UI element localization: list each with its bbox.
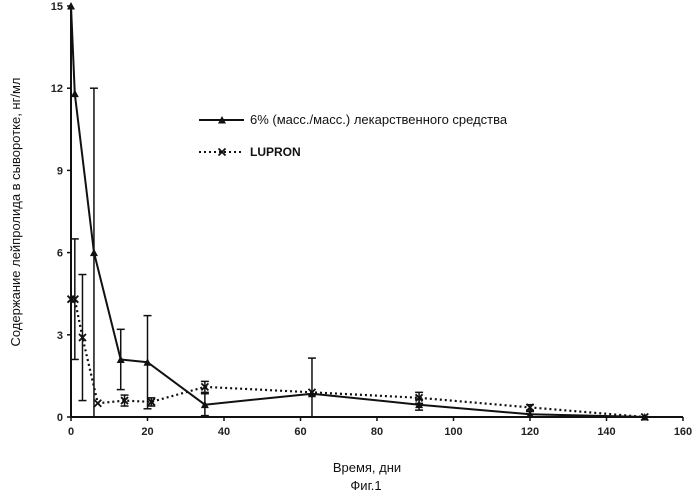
figure-caption: Фиг.1 (350, 478, 381, 493)
legend-item-1: 6% (масс./масс.) лекарственного средства (199, 112, 508, 127)
x-tick-label: 80 (371, 426, 383, 438)
data-point (71, 90, 79, 98)
x-tick-label: 40 (218, 426, 230, 438)
x-tick-label: 100 (444, 426, 462, 438)
x-tick-label: 0 (68, 426, 74, 438)
data-point (90, 249, 98, 257)
legend-label: LUPRON (250, 145, 301, 159)
legend: 6% (масс./масс.) лекарственного средства… (199, 112, 508, 159)
legend-label: 6% (масс./масс.) лекарственного средства (250, 112, 508, 127)
x-tick-label: 60 (294, 426, 306, 438)
y-tick-label: 6 (57, 248, 63, 260)
y-tick-label: 0 (57, 412, 63, 424)
x-tick-label: 20 (141, 426, 153, 438)
axes (71, 6, 683, 417)
error-bar (308, 358, 316, 417)
series-2 (68, 239, 649, 421)
y-tick-label: 12 (51, 83, 63, 95)
x-axis-label: Время, дни (333, 460, 401, 475)
y-tick-label: 3 (57, 330, 63, 342)
y-tick-label: 9 (57, 165, 63, 177)
series-layer (67, 2, 649, 421)
y-axis-label: Содержание лейпролида в сыворотке, нг/мл (8, 78, 23, 347)
x-tick-label: 160 (674, 426, 692, 438)
series-1 (67, 2, 649, 421)
x-tick-label: 140 (597, 426, 615, 438)
y-axis-ticks: 0 3 6 9 12 15 (51, 1, 71, 424)
x-tick-label: 120 (521, 426, 539, 438)
legend-item-2: LUPRON (199, 145, 301, 159)
series-line (71, 6, 645, 417)
y-tick-label: 15 (51, 1, 63, 13)
x-axis-ticks: 0 20 40 60 80 100 120 140 160 (68, 417, 692, 438)
data-point (94, 400, 101, 407)
